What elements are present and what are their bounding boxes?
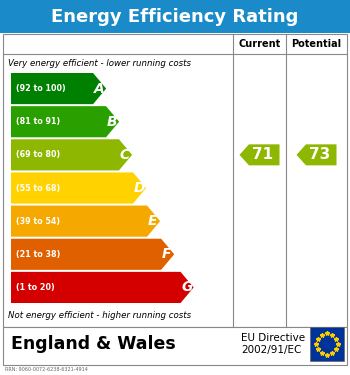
- Text: B: B: [107, 115, 118, 129]
- Text: D: D: [134, 181, 146, 195]
- Text: 2002/91/EC: 2002/91/EC: [241, 345, 301, 355]
- Text: England & Wales: England & Wales: [11, 335, 176, 353]
- Polygon shape: [239, 144, 280, 165]
- Text: Very energy efficient - lower running costs: Very energy efficient - lower running co…: [8, 58, 191, 68]
- Text: EU Directive: EU Directive: [241, 333, 305, 343]
- Text: A: A: [94, 82, 105, 96]
- Text: (39 to 54): (39 to 54): [16, 217, 60, 226]
- Text: C: C: [120, 148, 130, 162]
- Polygon shape: [11, 206, 160, 237]
- Text: (21 to 38): (21 to 38): [16, 250, 60, 259]
- Bar: [3, 34, 347, 327]
- Text: Energy Efficiency Rating: Energy Efficiency Rating: [51, 8, 299, 26]
- Bar: [310, 327, 344, 361]
- Bar: [3, 327, 347, 365]
- Text: Not energy efficient - higher running costs: Not energy efficient - higher running co…: [8, 310, 191, 320]
- Text: (81 to 91): (81 to 91): [16, 117, 60, 126]
- Polygon shape: [11, 172, 146, 204]
- Text: (92 to 100): (92 to 100): [16, 84, 66, 93]
- Polygon shape: [296, 144, 336, 165]
- Text: (69 to 80): (69 to 80): [16, 150, 60, 159]
- Text: Potential: Potential: [292, 39, 342, 49]
- Polygon shape: [11, 106, 119, 137]
- Text: G: G: [182, 280, 193, 294]
- Text: (55 to 68): (55 to 68): [16, 183, 60, 192]
- Polygon shape: [11, 239, 174, 270]
- Text: E: E: [148, 214, 158, 228]
- Text: F: F: [162, 247, 172, 261]
- Polygon shape: [11, 139, 132, 170]
- Text: 73: 73: [309, 147, 330, 162]
- Polygon shape: [11, 73, 106, 104]
- Text: Current: Current: [238, 39, 281, 49]
- Text: RRN: 9060-0072-6238-6321-4914: RRN: 9060-0072-6238-6321-4914: [5, 367, 88, 372]
- Text: (1 to 20): (1 to 20): [16, 283, 55, 292]
- Bar: [0, 0, 350, 33]
- Polygon shape: [11, 272, 194, 303]
- Text: 71: 71: [252, 147, 273, 162]
